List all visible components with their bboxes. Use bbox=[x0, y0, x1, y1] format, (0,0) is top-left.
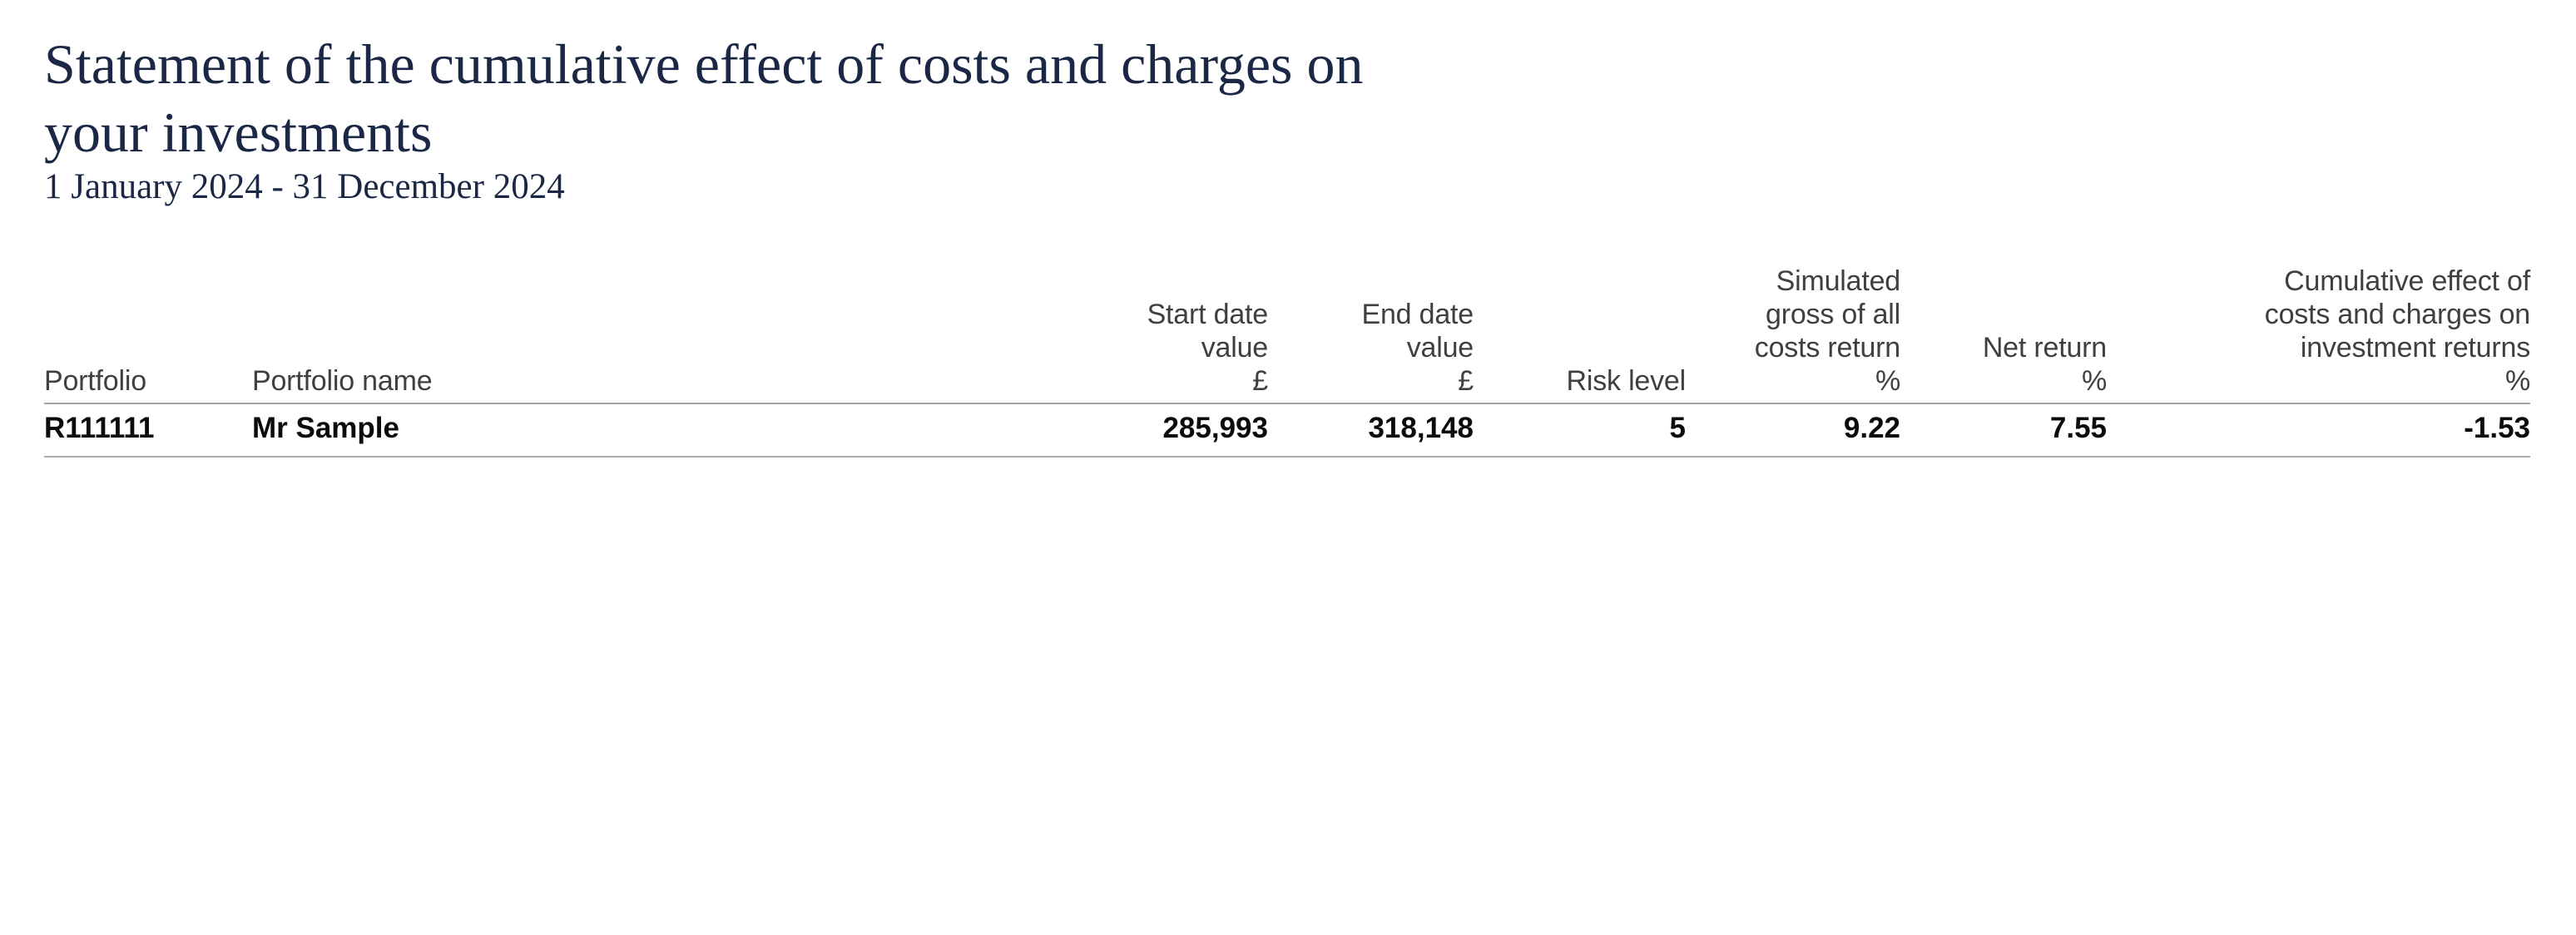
cell-gross-return: 9.22 bbox=[1686, 403, 1900, 458]
cell-portfolio-name: Mr Sample bbox=[252, 403, 986, 458]
column-header-portfolio-name: Portfolio name bbox=[252, 265, 986, 404]
table-row: R111111 Mr Sample 285,993 318,148 5 9.22… bbox=[44, 403, 2530, 458]
page-title-line-2: your investments bbox=[44, 101, 433, 164]
column-header-net-return: Net return % bbox=[1900, 265, 2107, 404]
statement-period: 1 January 2024 - 31 December 2024 bbox=[44, 167, 565, 206]
cell-net-return: 7.55 bbox=[1900, 403, 2107, 458]
column-header-portfolio: Portfolio bbox=[44, 265, 252, 404]
page-title: Statement of the cumulative effect of co… bbox=[44, 30, 2530, 166]
cell-portfolio: R111111 bbox=[44, 403, 252, 458]
column-header-cumulative-effect: Cumulative effect of costs and charges o… bbox=[2107, 265, 2530, 404]
cell-start-date-value: 285,993 bbox=[986, 403, 1268, 458]
page-title-line-1: Statement of the cumulative effect of co… bbox=[44, 32, 1364, 96]
statement-table: Portfolio Portfolio name Start date valu… bbox=[44, 265, 2530, 458]
cell-risk-level: 5 bbox=[1474, 403, 1686, 458]
cell-end-date-value: 318,148 bbox=[1268, 403, 1474, 458]
table-header-row: Portfolio Portfolio name Start date valu… bbox=[44, 265, 2530, 404]
cell-cumulative-effect: -1.53 bbox=[2107, 403, 2530, 458]
column-header-risk-level: Risk level bbox=[1474, 265, 1686, 404]
column-header-gross-return: Simulated gross of all costs return % bbox=[1686, 265, 1900, 404]
column-header-end-date-value: End date value £ bbox=[1268, 265, 1474, 404]
column-header-start-date-value: Start date value £ bbox=[986, 265, 1268, 404]
